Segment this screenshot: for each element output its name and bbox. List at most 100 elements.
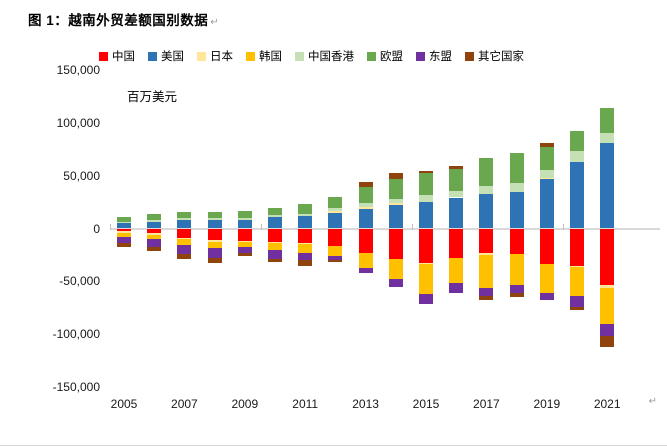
legend-label: 欧盟 bbox=[380, 51, 403, 63]
bar-segment-其它国家-2015 bbox=[419, 171, 433, 174]
bar-segment-中国香港-2013 bbox=[358, 203, 373, 207]
bar-segment-美国-2007 bbox=[177, 220, 192, 229]
bar-segment-东盟-2005 bbox=[117, 237, 131, 244]
bar-segment-其它国家-2014 bbox=[388, 173, 403, 179]
legend-label: 韩国 bbox=[259, 51, 282, 63]
bar-segment-日本-2006 bbox=[147, 233, 162, 236]
bar-segment-韩国-2006 bbox=[147, 235, 162, 240]
x-axis-zero-line bbox=[110, 227, 660, 230]
bar-segment-欧盟-2014 bbox=[388, 178, 403, 199]
bar-segment-韩国-2014 bbox=[388, 258, 403, 279]
bar-segment-美国-2010 bbox=[268, 217, 282, 229]
bar-segment-日本-2011 bbox=[298, 242, 313, 244]
y-axis-tick-label: -100,000 bbox=[52, 326, 100, 341]
bar-segment-其它国家-2007 bbox=[177, 253, 192, 260]
legend-swatch-icon bbox=[197, 51, 206, 61]
bar-segment-中国香港-2014 bbox=[388, 198, 403, 204]
bar-segment-欧盟-2013 bbox=[358, 186, 373, 204]
bar-segment-中国香港-2017 bbox=[479, 186, 494, 195]
bar-segment-韩国-2007 bbox=[177, 239, 192, 245]
bar-segment-美国-2008 bbox=[207, 220, 222, 229]
chart-legend: 中国 美国 日本 韩国 中国香港 欧盟 东盟 其它国家 bbox=[99, 48, 665, 64]
bar-segment-欧盟-2012 bbox=[328, 196, 343, 209]
bar-segment-东盟-2007 bbox=[177, 244, 192, 254]
bar-segment-中国-2005 bbox=[117, 228, 131, 232]
bar-segment-欧盟-2021 bbox=[600, 107, 615, 133]
bar-segment-东盟-2008 bbox=[207, 248, 222, 259]
bar-segment-美国-2018 bbox=[509, 191, 524, 229]
bar-segment-欧盟-2016 bbox=[449, 169, 464, 191]
legend-label: 美国 bbox=[161, 51, 184, 63]
bar-segment-其它国家-2008 bbox=[207, 258, 222, 263]
bar-segment-东盟-2018 bbox=[509, 285, 524, 294]
legend-label: 东盟 bbox=[429, 51, 452, 63]
bar-segment-美国-2014 bbox=[388, 204, 403, 229]
bar-segment-中国香港-2016 bbox=[449, 190, 464, 198]
bar-segment-欧盟-2019 bbox=[539, 147, 554, 171]
y-axis-tick-label: -150,000 bbox=[52, 379, 100, 394]
bar-segment-其它国家-2021 bbox=[600, 336, 615, 347]
axis-tick-mark bbox=[411, 224, 413, 230]
bar-segment-东盟-2021 bbox=[600, 323, 615, 337]
y-axis-tick-label: 100,000 bbox=[56, 116, 100, 131]
legend-label: 其它国家 bbox=[478, 51, 524, 63]
bar-segment-东盟-2016 bbox=[449, 283, 464, 294]
x-axis-tick-label: 2005 bbox=[110, 397, 138, 411]
bar-segment-美国-2015 bbox=[419, 201, 433, 229]
bar-segment-韩国-2005 bbox=[117, 233, 131, 238]
bar-segment-日本-2021 bbox=[600, 285, 615, 289]
bar-segment-中国-2008 bbox=[207, 228, 222, 241]
bar-segment-中国-2017 bbox=[479, 228, 494, 253]
legend-item: 中国 bbox=[99, 48, 135, 64]
bar-segment-东盟-2020 bbox=[570, 295, 584, 307]
bar-segment-美国-2005 bbox=[117, 223, 131, 229]
legend-item: 其它国家 bbox=[465, 48, 524, 64]
bar-segment-中国-2018 bbox=[509, 228, 524, 254]
bar-segment-日本-2010 bbox=[268, 241, 282, 244]
legend-item: 中国香港 bbox=[295, 48, 354, 64]
bar-segment-欧盟-2005 bbox=[117, 217, 131, 222]
bar-segment-中国香港-2012 bbox=[328, 208, 343, 212]
bar-segment-中国香港-2006 bbox=[147, 220, 162, 222]
bar-segment-其它国家-2009 bbox=[237, 252, 252, 256]
axis-tick-mark bbox=[260, 224, 262, 230]
bar-segment-中国香港-2020 bbox=[570, 150, 584, 163]
bar-segment-其它国家-2006 bbox=[147, 246, 162, 251]
legend-swatch-icon bbox=[246, 51, 255, 61]
bar-segment-中国-2021 bbox=[600, 228, 615, 286]
bar-segment-东盟-2010 bbox=[268, 250, 282, 259]
bar-segment-欧盟-2020 bbox=[570, 130, 584, 151]
bar-segment-日本-2017 bbox=[479, 252, 494, 255]
bar-segment-美国-2017 bbox=[479, 194, 494, 229]
bar-segment-中国香港-2015 bbox=[419, 194, 433, 202]
bar-segment-其它国家-2018 bbox=[509, 293, 524, 297]
legend-item: 欧盟 bbox=[367, 48, 403, 64]
x-axis-tick-label: 2007 bbox=[171, 397, 198, 411]
bar-segment-东盟-2015 bbox=[419, 294, 433, 305]
bar-segment-中国香港-2008 bbox=[207, 218, 222, 221]
bar-segment-中国-2007 bbox=[177, 228, 192, 239]
y-axis-tick-label: 50,000 bbox=[63, 168, 100, 183]
bar-segment-韩国-2021 bbox=[600, 288, 615, 324]
bar-segment-中国-2010 bbox=[268, 228, 282, 242]
y-axis-tick-label: -50,000 bbox=[59, 274, 100, 289]
x-axis-tick-label: 2011 bbox=[292, 397, 319, 411]
bar-segment-美国-2012 bbox=[328, 212, 343, 229]
bar-segment-韩国-2013 bbox=[358, 253, 373, 269]
bar-segment-中国香港-2021 bbox=[600, 132, 615, 144]
bar-segment-日本-2020 bbox=[570, 265, 584, 267]
x-axis-tick-label: 2021 bbox=[593, 397, 621, 411]
bar-segment-韩国-2019 bbox=[539, 264, 554, 294]
legend-swatch-icon bbox=[99, 51, 108, 61]
bar-segment-中国香港-2011 bbox=[298, 214, 313, 217]
legend-swatch-icon bbox=[295, 51, 304, 61]
bar-segment-其它国家-2013 bbox=[358, 181, 373, 187]
legend-label: 中国 bbox=[112, 51, 135, 63]
bar-segment-中国香港-2018 bbox=[509, 183, 524, 192]
bar-segment-欧盟-2015 bbox=[419, 173, 433, 195]
bar-segment-日本-2015 bbox=[419, 262, 433, 265]
bar-segment-东盟-2012 bbox=[328, 256, 343, 260]
bar-segment-东盟-2017 bbox=[479, 288, 494, 297]
bar-segment-日本-2012 bbox=[328, 211, 343, 213]
